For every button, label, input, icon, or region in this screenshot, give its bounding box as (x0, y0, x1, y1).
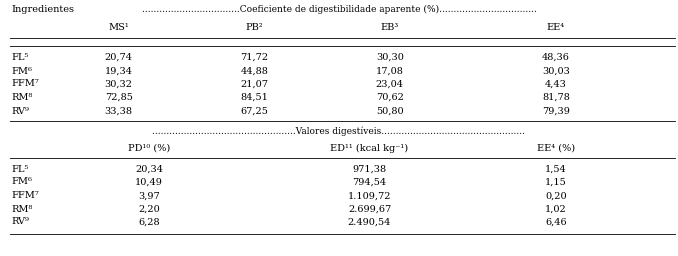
Text: 44,88: 44,88 (240, 67, 268, 76)
Text: MS¹: MS¹ (108, 24, 129, 33)
Text: EE⁴: EE⁴ (547, 24, 565, 33)
Text: FFM⁷: FFM⁷ (12, 80, 39, 89)
Text: 70,62: 70,62 (376, 92, 404, 101)
Text: 3,97: 3,97 (138, 191, 160, 200)
Text: FM⁶: FM⁶ (12, 67, 33, 76)
Text: 1,15: 1,15 (545, 177, 567, 187)
Text: 1,54: 1,54 (545, 165, 567, 174)
Text: 1,02: 1,02 (545, 205, 567, 214)
Text: ..................................Coeficiente de digestibilidade aparente (%)...: ..................................Coefic… (142, 4, 536, 14)
Text: 48,36: 48,36 (542, 52, 570, 61)
Text: ED¹¹ (kcal kg⁻¹): ED¹¹ (kcal kg⁻¹) (330, 143, 409, 153)
Text: 71,72: 71,72 (240, 52, 268, 61)
Text: 19,34: 19,34 (104, 67, 133, 76)
Text: 0,20: 0,20 (545, 191, 567, 200)
Text: 30,32: 30,32 (104, 80, 133, 89)
Text: 10,49: 10,49 (135, 177, 163, 187)
Text: 81,78: 81,78 (542, 92, 570, 101)
Text: ..................................................Valores digestíveis...........: ........................................… (153, 126, 525, 136)
Text: 30,03: 30,03 (542, 67, 570, 76)
Text: 971,38: 971,38 (353, 165, 386, 174)
Text: 2.490,54: 2.490,54 (348, 218, 391, 227)
Text: RM⁸: RM⁸ (12, 92, 33, 101)
Text: FL⁵: FL⁵ (12, 52, 29, 61)
Text: 21,07: 21,07 (240, 80, 268, 89)
Text: 84,51: 84,51 (240, 92, 268, 101)
Text: 2,20: 2,20 (138, 205, 160, 214)
Text: FFM⁷: FFM⁷ (12, 191, 39, 200)
Text: 30,30: 30,30 (376, 52, 404, 61)
Text: EB³: EB³ (381, 24, 399, 33)
Text: FL⁵: FL⁵ (12, 165, 29, 174)
Text: 23,04: 23,04 (376, 80, 404, 89)
Text: PB²: PB² (245, 24, 263, 33)
Text: 20,34: 20,34 (135, 165, 163, 174)
Text: RV⁹: RV⁹ (12, 218, 29, 227)
Text: 4,43: 4,43 (545, 80, 567, 89)
Text: 6,46: 6,46 (545, 218, 567, 227)
Text: 79,39: 79,39 (542, 106, 570, 115)
Text: 67,25: 67,25 (240, 106, 268, 115)
Text: 20,74: 20,74 (104, 52, 133, 61)
Text: RM⁸: RM⁸ (12, 205, 33, 214)
Text: RV⁹: RV⁹ (12, 106, 29, 115)
Text: 2.699,67: 2.699,67 (348, 205, 391, 214)
Text: 6,28: 6,28 (138, 218, 160, 227)
Text: FM⁶: FM⁶ (12, 177, 33, 187)
Text: 72,85: 72,85 (104, 92, 133, 101)
Text: EE⁴ (%): EE⁴ (%) (537, 144, 575, 153)
Text: PD¹⁰ (%): PD¹⁰ (%) (128, 144, 170, 153)
Text: 17,08: 17,08 (376, 67, 404, 76)
Text: 33,38: 33,38 (104, 106, 133, 115)
Text: 794,54: 794,54 (353, 177, 386, 187)
Text: Ingredientes: Ingredientes (12, 5, 75, 14)
Text: 50,80: 50,80 (376, 106, 403, 115)
Text: 1.109,72: 1.109,72 (348, 191, 391, 200)
